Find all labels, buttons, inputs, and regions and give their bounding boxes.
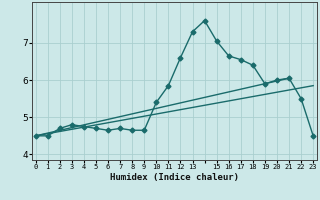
X-axis label: Humidex (Indice chaleur): Humidex (Indice chaleur) <box>110 173 239 182</box>
